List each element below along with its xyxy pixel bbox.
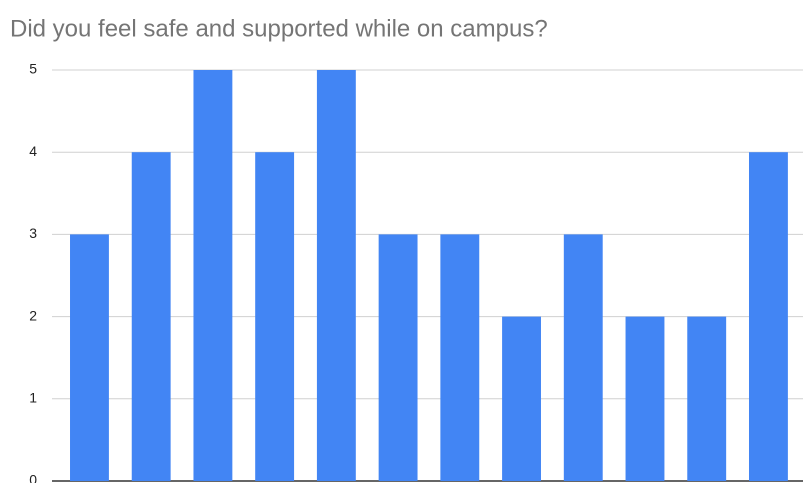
y-tick-label: 0	[29, 472, 37, 483]
y-tick-label: 4	[29, 143, 37, 159]
chart-title: Did you feel safe and supported while on…	[10, 15, 548, 42]
bar	[502, 316, 541, 481]
y-tick-label: 3	[29, 225, 37, 241]
bar	[563, 234, 603, 481]
bar	[687, 316, 727, 481]
bar	[625, 316, 665, 481]
y-tick-label: 5	[29, 61, 37, 77]
bar	[378, 234, 418, 481]
bar	[748, 152, 788, 481]
bar	[255, 152, 295, 481]
bar	[316, 70, 356, 481]
bar	[131, 152, 171, 481]
bar	[440, 234, 480, 481]
bar	[193, 70, 233, 481]
y-tick-label: 1	[29, 390, 37, 406]
y-tick-label: 2	[29, 307, 37, 323]
bar	[70, 234, 109, 481]
